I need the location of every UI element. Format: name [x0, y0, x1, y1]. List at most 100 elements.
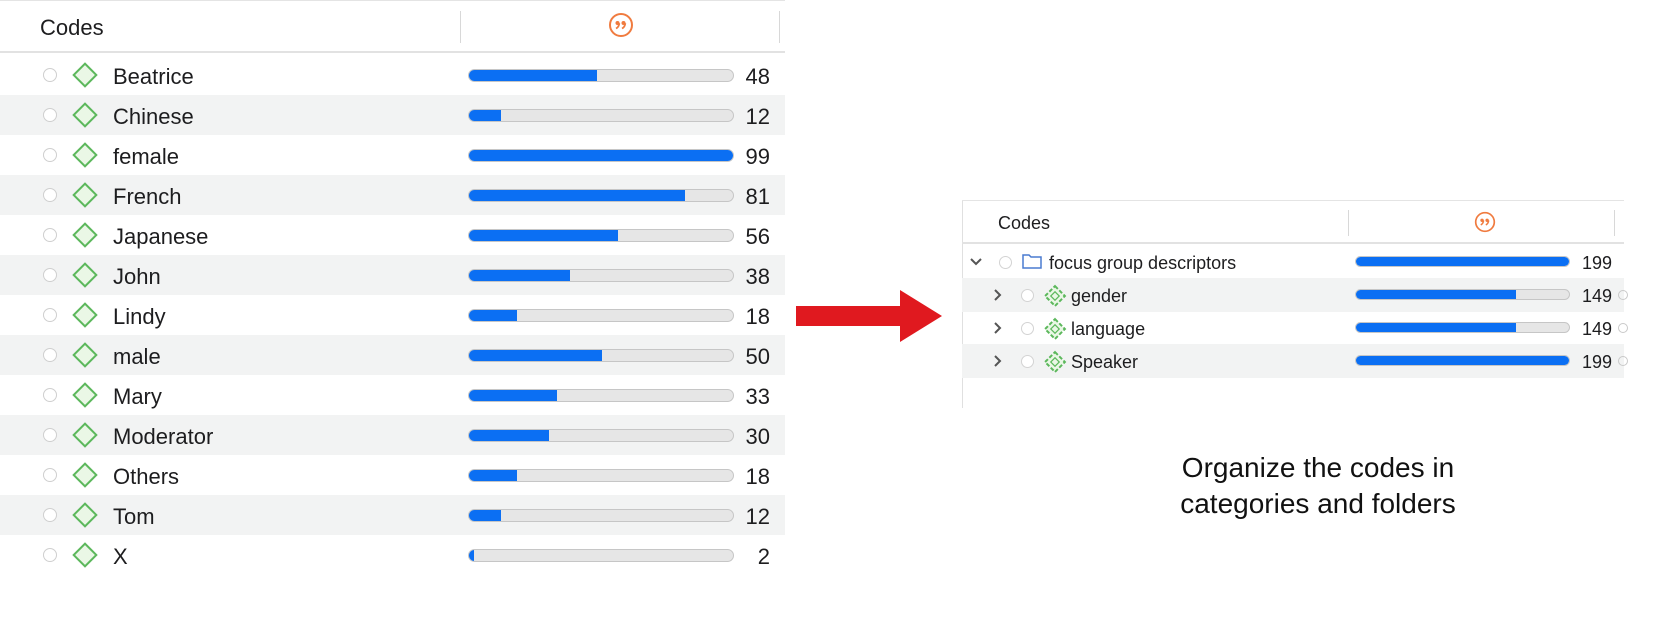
quotation-count-bar-fill: [469, 110, 501, 121]
codes-header: Codes: [0, 0, 785, 53]
code-row[interactable]: Tom 12: [0, 495, 785, 535]
code-icon: [71, 141, 99, 174]
select-radio[interactable]: [999, 256, 1012, 269]
quotation-count: 99: [745, 144, 770, 169]
column-header-codes[interactable]: Codes: [998, 213, 1051, 233]
quotation-count-bar-fill: [469, 230, 619, 241]
select-radio[interactable]: [43, 388, 57, 402]
caption-line: categories and folders: [1180, 488, 1456, 519]
quotation-count: 199: [1581, 352, 1612, 372]
code-row[interactable]: French 81: [0, 175, 785, 215]
column-divider[interactable]: [1614, 210, 1615, 236]
code-row[interactable]: Chinese 12: [0, 95, 785, 135]
select-radio[interactable]: [43, 148, 57, 162]
select-radio[interactable]: [43, 548, 57, 562]
quotation-count-bar: [468, 69, 734, 82]
quotation-count-bar: [1355, 322, 1570, 333]
folder-row[interactable]: focus group descriptors 199: [962, 245, 1624, 279]
code-icon: [71, 341, 99, 374]
code-row[interactable]: Moderator 30: [0, 415, 785, 455]
column-divider[interactable]: [779, 11, 780, 43]
chevron-right-icon[interactable]: [990, 353, 1006, 374]
clipped-column-icon: [1618, 290, 1628, 300]
quotation-count-bar-fill: [1356, 290, 1516, 299]
code-icon: [71, 501, 99, 534]
quotation-count-bar-fill: [469, 310, 518, 321]
quotation-count-bar: [468, 389, 734, 402]
code-icon: [71, 181, 99, 214]
select-radio[interactable]: [43, 68, 57, 82]
code-label: female: [113, 144, 180, 169]
select-radio[interactable]: [1021, 322, 1034, 335]
chevron-down-icon[interactable]: [968, 254, 984, 275]
code-row[interactable]: Others 18: [0, 455, 785, 495]
quotation-count: 18: [745, 464, 770, 489]
select-radio[interactable]: [43, 188, 57, 202]
select-radio[interactable]: [43, 468, 57, 482]
codes-header: Codes: [962, 200, 1624, 244]
select-radio[interactable]: [1021, 289, 1034, 302]
code-row[interactable]: John 38: [0, 255, 785, 295]
select-radio[interactable]: [43, 508, 57, 522]
column-divider[interactable]: [1348, 210, 1349, 236]
category-row[interactable]: Speaker 199: [962, 344, 1628, 378]
quotation-count: 56: [745, 224, 770, 249]
code-label: male: [113, 344, 161, 369]
code-icon: [71, 421, 99, 454]
code-row[interactable]: female 99: [0, 135, 785, 175]
code-category-icon: [1043, 284, 1067, 313]
code-row[interactable]: Beatrice 48: [0, 55, 785, 95]
code-icon: [71, 381, 99, 414]
quotation-count: 12: [745, 504, 770, 529]
code-row[interactable]: male 50: [0, 335, 785, 375]
quotation-icon[interactable]: [1474, 211, 1496, 238]
code-row[interactable]: Mary 33: [0, 375, 785, 415]
category-row[interactable]: gender 149: [962, 278, 1628, 313]
select-radio[interactable]: [43, 228, 57, 242]
quotation-icon[interactable]: [608, 12, 634, 43]
code-row[interactable]: Lindy 18: [0, 295, 785, 335]
quotation-count: 38: [745, 264, 770, 289]
chevron-right-icon[interactable]: [990, 320, 1006, 341]
quotation-count-bar-fill: [469, 430, 549, 441]
quotation-count-bar-fill: [469, 470, 518, 481]
quotation-count-bar-fill: [469, 190, 685, 201]
folder-icon: [1021, 251, 1043, 276]
quotation-count-bar: [468, 549, 734, 562]
select-radio[interactable]: [1021, 355, 1034, 368]
code-label: Lindy: [113, 304, 166, 329]
quotation-count-bar: [468, 109, 734, 122]
quotation-count-bar: [468, 429, 734, 442]
code-icon: [71, 541, 99, 574]
codes-list-flat: Codes Beatrice 48 Chinese 12 female 99 French 8…: [0, 0, 785, 600]
quotation-count-bar-fill: [1356, 323, 1516, 332]
select-radio[interactable]: [43, 308, 57, 322]
quotation-count-bar: [468, 469, 734, 482]
code-icon: [71, 461, 99, 494]
select-radio[interactable]: [43, 428, 57, 442]
code-label: French: [113, 184, 182, 209]
codes-list-organized: Codes focus group descriptors 199 gender 14…: [962, 200, 1628, 408]
code-row[interactable]: Japanese 56: [0, 215, 785, 255]
quotation-count: 30: [745, 424, 770, 449]
category-row[interactable]: language 149: [962, 311, 1628, 345]
code-label: Mary: [113, 384, 162, 409]
quotation-count-bar: [468, 349, 734, 362]
quotation-count: 81: [745, 184, 770, 209]
select-radio[interactable]: [43, 348, 57, 362]
quotation-count-bar: [1355, 355, 1570, 366]
category-label: language: [1071, 319, 1146, 339]
quotation-count-bar: [468, 269, 734, 282]
select-radio[interactable]: [43, 268, 57, 282]
clipped-column-icon: [1618, 323, 1628, 333]
select-radio[interactable]: [43, 108, 57, 122]
chevron-right-icon[interactable]: [990, 287, 1006, 308]
quotation-count-bar: [468, 229, 734, 242]
column-divider[interactable]: [460, 11, 461, 43]
column-header-codes[interactable]: Codes: [40, 15, 104, 40]
caption-line: Organize the codes in: [1181, 452, 1455, 483]
quotation-count-bar-fill: [469, 390, 557, 401]
code-label: X: [113, 544, 128, 569]
code-label: Tom: [113, 504, 155, 529]
